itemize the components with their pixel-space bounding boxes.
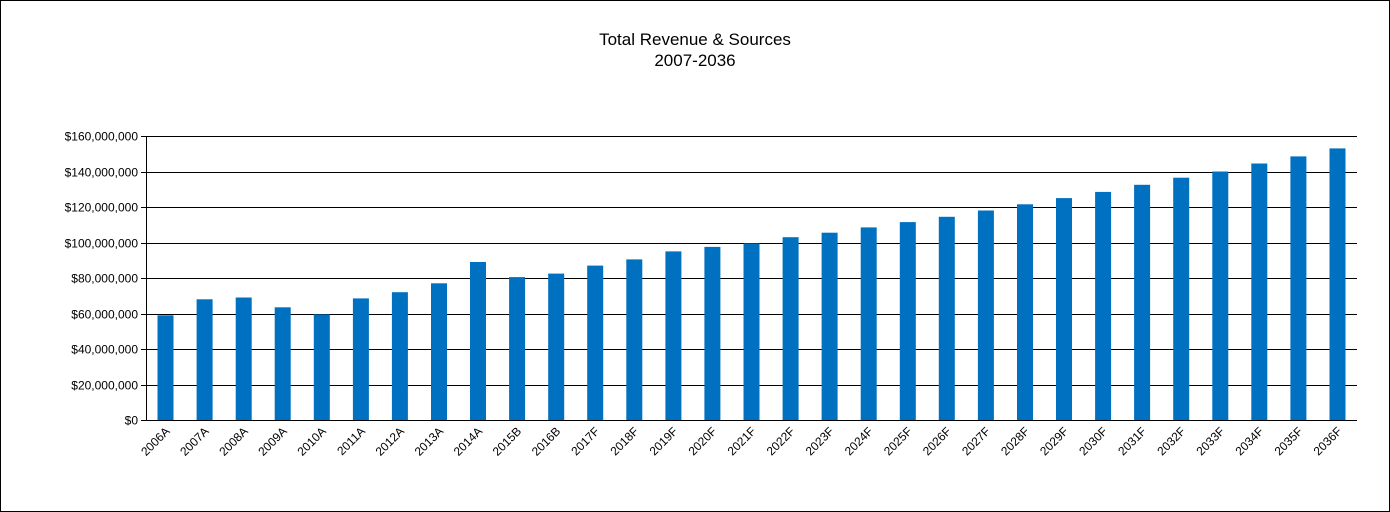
bars	[157, 148, 1346, 420]
bar-2024F	[860, 227, 877, 420]
bar-2008A	[235, 297, 252, 420]
bar-2014A	[470, 262, 486, 420]
x-tick-label: 2006A	[138, 424, 172, 458]
y-tick-label: $60,000,000	[71, 308, 138, 322]
bar-2029F	[1056, 198, 1072, 420]
bar-2030F	[1095, 191, 1112, 420]
x-tick-label: 2030F	[1076, 424, 1110, 458]
bar-2031F	[1134, 184, 1151, 420]
bar-2015B	[509, 277, 526, 420]
x-tick-label: 2035F	[1272, 424, 1306, 458]
bar-2022F	[782, 237, 799, 420]
x-tick-label: 2018F	[607, 424, 641, 458]
bar-2006A	[157, 315, 174, 420]
bar-2019F	[665, 251, 682, 420]
y-tick-label: $40,000,000	[71, 343, 138, 357]
bar-2028F	[1017, 204, 1033, 420]
y-tick-label: $80,000,000	[71, 272, 138, 286]
y-tick-label: $100,000,000	[65, 237, 139, 251]
x-tick-label: 2010A	[294, 424, 328, 458]
x-tick-label: 2023F	[803, 424, 837, 458]
y-tick-label: $20,000,000	[71, 379, 138, 393]
y-tick-label: $160,000,000	[65, 130, 139, 144]
x-tick-label: 2014A	[451, 424, 485, 458]
bar-2027F	[977, 210, 994, 420]
bar-2011A	[352, 298, 369, 420]
x-tick-label: 2028F	[998, 424, 1032, 458]
bar-2021F	[743, 243, 760, 420]
bar-2020F	[704, 246, 721, 420]
chart-subtitle: 2007-2036	[654, 51, 736, 70]
y-tick-label: $0	[125, 414, 139, 428]
x-tick-label: 2019F	[647, 424, 681, 458]
x-tick-label: 2034F	[1232, 424, 1266, 458]
x-tick-label: 2016B	[529, 424, 563, 458]
x-tick-label: 2008A	[216, 424, 250, 458]
bar-2017F	[587, 265, 604, 420]
chart-title-block: Total Revenue & Sources 2007-2036	[0, 29, 1390, 71]
bar-2010A	[313, 314, 330, 420]
x-tick-label: 2009A	[255, 424, 289, 458]
y-axis: $0 $20,000,000 $40,000,000 $60,000,000 $80,0…	[65, 130, 147, 428]
bar-2013A	[431, 283, 447, 420]
bar-2025F	[899, 222, 916, 420]
x-tick-label: 2031F	[1115, 424, 1149, 458]
bar-2018F	[626, 259, 643, 420]
y-tick-label: $140,000,000	[65, 166, 139, 180]
bar-2034F	[1251, 163, 1268, 420]
bar-2009A	[274, 307, 291, 420]
bar-2012A	[391, 292, 408, 420]
bar-2007A	[196, 299, 213, 420]
bar-2026F	[938, 216, 955, 420]
bar-2035F	[1290, 156, 1307, 420]
x-tick-label: 2036F	[1311, 424, 1345, 458]
bar-2033F	[1212, 171, 1229, 420]
bar-2032F	[1173, 177, 1190, 420]
chart-title: Total Revenue & Sources	[599, 30, 791, 49]
x-tick-label: 2029F	[1037, 424, 1071, 458]
x-tick-label: 2024F	[842, 424, 876, 458]
x-axis: 2006A 2007A 2008A 2009A 2010A 2011A 2012A 2013A…	[138, 420, 1357, 459]
x-tick-label: 2013A	[412, 424, 446, 458]
bar-2036F	[1329, 148, 1346, 420]
x-tick-label: 2007A	[177, 424, 211, 458]
x-tick-label: 2032F	[1154, 424, 1188, 458]
x-tick-label: 2021F	[725, 424, 759, 458]
x-tick-label: 2015B	[490, 424, 524, 458]
x-tick-label: 2033F	[1193, 424, 1227, 458]
x-tick-label: 2025F	[881, 424, 915, 458]
x-tick-label: 2022F	[764, 424, 798, 458]
x-tick-label: 2017F	[568, 424, 602, 458]
x-tick-label: 2020F	[686, 424, 720, 458]
bar-2016B	[548, 273, 565, 420]
x-tick-label: 2027F	[959, 424, 993, 458]
x-tick-label: 2026F	[920, 424, 954, 458]
y-tick-label: $120,000,000	[65, 201, 139, 215]
bar-2023F	[821, 232, 838, 420]
x-tick-label: 2012A	[373, 424, 407, 458]
x-tick-label: 2011A	[334, 424, 368, 458]
